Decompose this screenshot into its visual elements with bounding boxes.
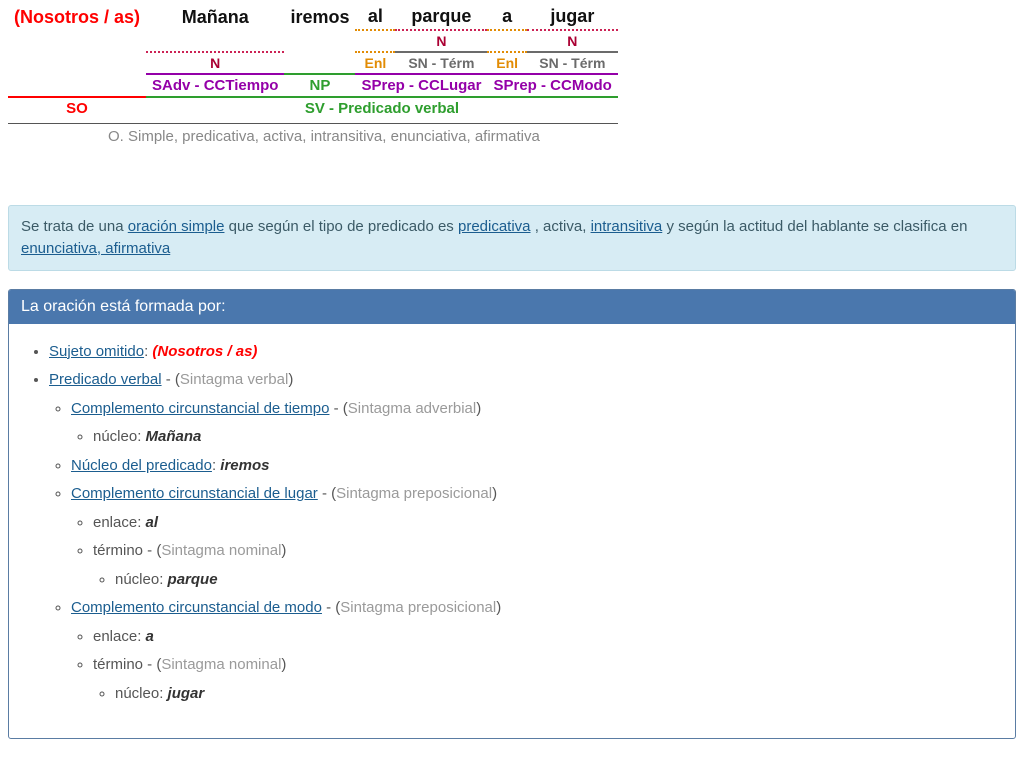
value-sujeto: (Nosotros / as) <box>152 343 257 360</box>
item-nucleo-parque: núcleo: parque <box>115 566 997 595</box>
link-predicado-verbal[interactable]: Predicado verbal <box>49 371 162 388</box>
item-cctiempo: Complemento circunstancial de tiempo - (… <box>71 395 997 452</box>
structure-panel-body: Sujeto omitido: (Nosotros / as) Predicad… <box>9 324 1015 739</box>
label-sn-jugar: SN - Térm <box>527 52 618 74</box>
info-text-4: y según la actitud del hablante se clasi… <box>666 218 967 235</box>
word-4: parque <box>395 4 487 30</box>
word-5: a <box>487 4 526 30</box>
word-3: al <box>355 4 395 30</box>
word-6: jugar <box>527 4 618 30</box>
item-sujeto: Sujeto omitido: (Nosotros / as) <box>49 338 997 367</box>
item-nucleo-predicado: Núcleo del predicado: iremos <box>71 452 997 481</box>
label-sn-parque: SN - Térm <box>395 52 487 74</box>
sentence-summary-box: Se trata de una oración simple que según… <box>8 205 1016 271</box>
item-enlace-a: enlace: a <box>93 623 997 652</box>
link-cclugar[interactable]: Complemento circunstancial de lugar <box>71 485 318 502</box>
label-sv: SV - Predicado verbal <box>146 97 618 119</box>
item-cclugar: Complemento circunstancial de lugar - (S… <box>71 480 997 594</box>
item-termino-1: término - (Sintagma nominal) núcleo: par… <box>93 537 997 594</box>
link-enunciativa[interactable]: enunciativa, afirmativa <box>21 240 170 257</box>
word-row: (Nosotros / as) Mañana iremos al parque … <box>8 4 618 30</box>
label-enl-a: Enl <box>487 52 526 74</box>
link-oracion-simple[interactable]: oración simple <box>128 218 225 235</box>
label-row-2: N N <box>8 30 618 52</box>
sentence-type: O. Simple, predicativa, activa, intransi… <box>8 124 1016 145</box>
info-text-1: Se trata de una <box>21 218 128 235</box>
label-enl-al: Enl <box>355 52 395 74</box>
diagram-baseline <box>8 119 618 124</box>
item-nucleo-manana: núcleo: Mañana <box>93 423 997 452</box>
type-sintagma-prep-1: Sintagma preposicional <box>336 485 492 502</box>
type-sintagma-adverbial: Sintagma adverbial <box>348 400 476 417</box>
label-sprep-modo: SPrep - CCModo <box>487 74 617 97</box>
link-nucleo-predicado[interactable]: Núcleo del predicado <box>71 457 212 474</box>
link-sujeto-omitido[interactable]: Sujeto omitido <box>49 343 144 360</box>
structure-panel: La oración está formada por: Sujeto omit… <box>8 289 1016 740</box>
type-sintagma-prep-2: Sintagma preposicional <box>340 599 496 616</box>
item-termino-2: término - (Sintagma nominal) núcleo: jug… <box>93 651 997 708</box>
structure-panel-title: La oración está formada por: <box>9 290 1015 324</box>
link-predicativa[interactable]: predicativa <box>458 218 531 235</box>
item-nucleo-jugar: núcleo: jugar <box>115 680 997 709</box>
link-cctiempo[interactable]: Complemento circunstancial de tiempo <box>71 400 329 417</box>
word-2: iremos <box>284 4 355 30</box>
label-n-manana: N <box>146 52 284 74</box>
type-sintagma-verbal: Sintagma verbal <box>180 371 288 388</box>
item-enlace-al: enlace: al <box>93 509 997 538</box>
label-row-5: SO SV - Predicado verbal <box>8 97 618 119</box>
item-ccmodo: Complemento circunstancial de modo - (Si… <box>71 594 997 708</box>
label-sprep-lugar: SPrep - CCLugar <box>355 74 487 97</box>
info-text-2: que según el tipo de predicado es <box>229 218 458 235</box>
link-ccmodo[interactable]: Complemento circunstancial de modo <box>71 599 322 616</box>
label-so: SO <box>8 97 146 119</box>
subject-word: (Nosotros / as) <box>8 4 146 30</box>
link-intransitiva[interactable]: intransitiva <box>591 218 663 235</box>
item-predicado: Predicado verbal - (Sintagma verbal) Com… <box>49 366 997 708</box>
label-row-3: N Enl SN - Térm Enl SN - Térm <box>8 52 618 74</box>
label-n-parque: N <box>395 30 487 52</box>
label-n-jugar: N <box>527 30 618 52</box>
syntax-diagram: (Nosotros / as) Mañana iremos al parque … <box>8 4 1016 145</box>
label-sadv: SAdv - CCTiempo <box>146 74 284 97</box>
label-np: NP <box>284 74 355 97</box>
info-text-3: , activa, <box>535 218 591 235</box>
word-1: Mañana <box>146 4 284 30</box>
label-row-4: SAdv - CCTiempo NP SPrep - CCLugar SPrep… <box>8 74 618 97</box>
